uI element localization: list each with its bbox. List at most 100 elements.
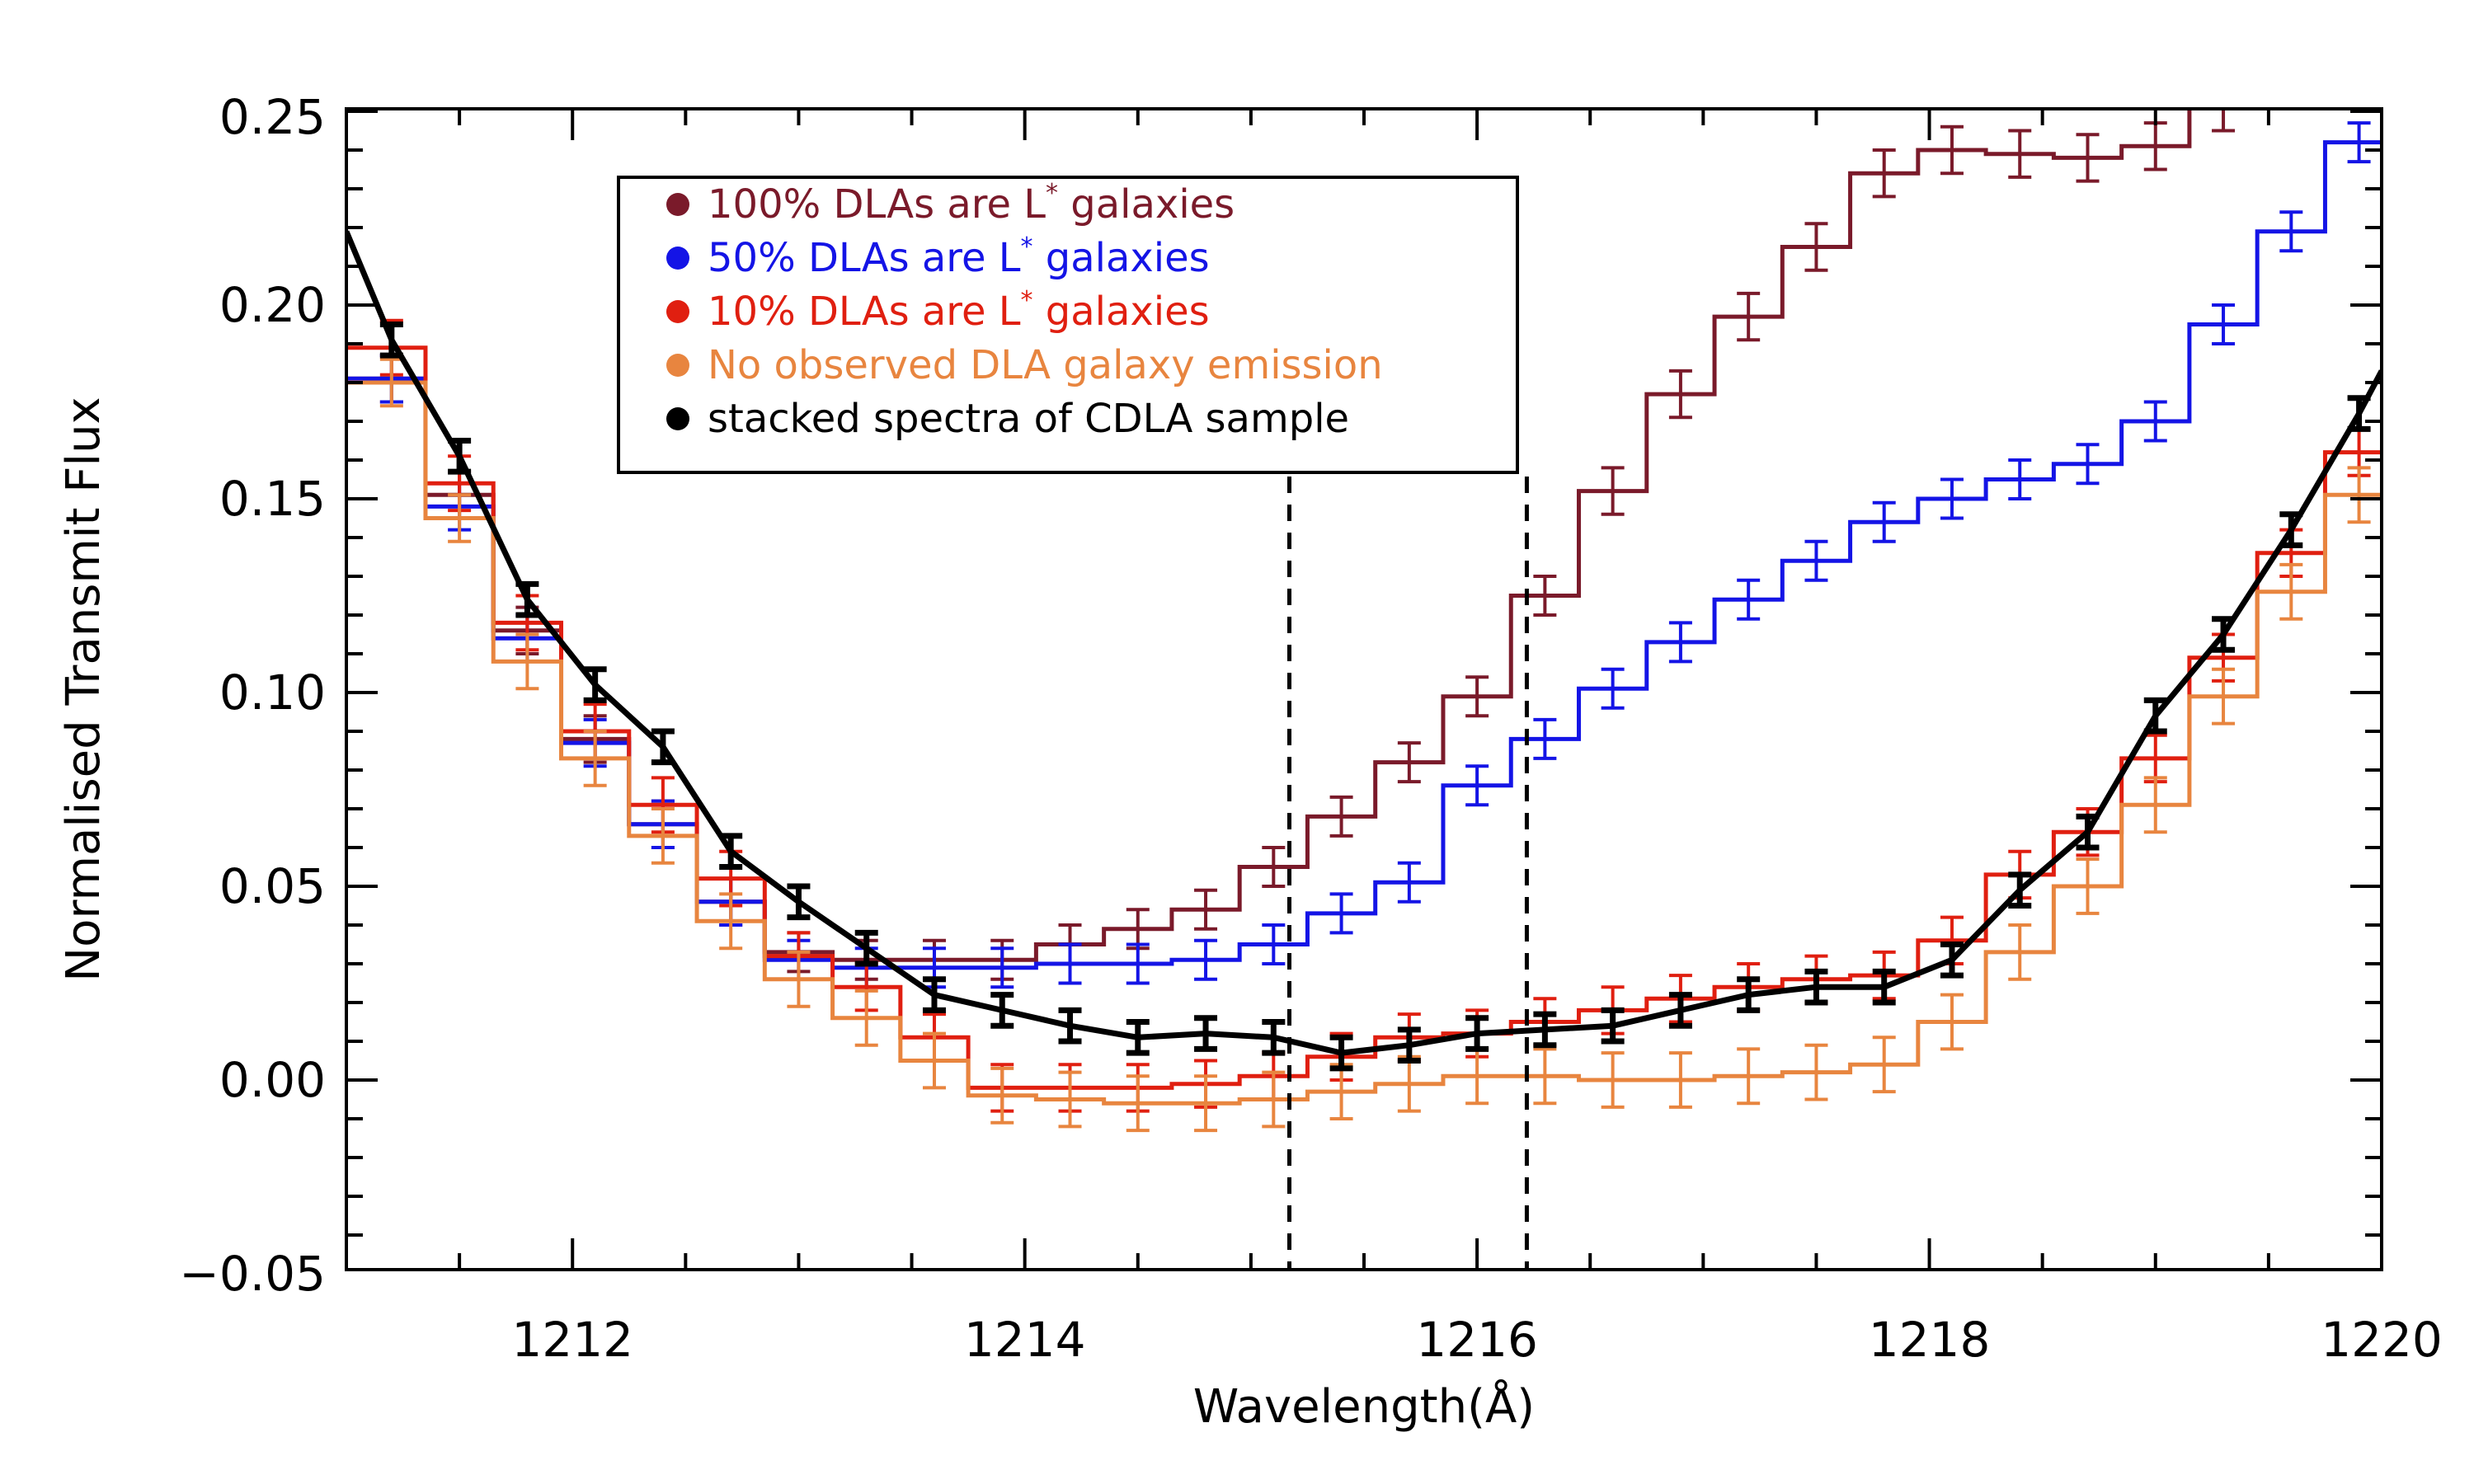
legend-item: 50% DLAs are L* galaxies: [666, 232, 1210, 281]
x-tick-label: 1216: [1416, 1312, 1538, 1368]
error-bar: [1533, 717, 1557, 760]
error-bar: [1194, 1074, 1218, 1133]
error-bar: [379, 357, 403, 408]
error-bar: [1804, 222, 1828, 272]
error-bar: [515, 580, 539, 618]
error-bar: [2008, 923, 2032, 981]
error-bar: [1533, 1047, 1557, 1106]
error-bar: [1533, 575, 1557, 617]
legend-marker: [666, 247, 689, 270]
error-bar: [1601, 667, 1625, 710]
error-bar: [2347, 395, 2371, 432]
error-bar: [583, 666, 607, 703]
error-bar: [1872, 968, 1896, 1006]
legend-label-tail: galaxies: [1032, 289, 1209, 335]
error-bar: [1058, 942, 1082, 985]
legend-label-tail: galaxies: [1032, 235, 1209, 281]
error-bar: [1668, 369, 1692, 420]
legend-item: No observed DLA galaxy emission: [666, 342, 1383, 388]
legend-label: 10% DLAs are L* galaxies: [708, 286, 1210, 335]
x-axis-label: Wavelength(Å): [1193, 1379, 1535, 1434]
error-bar: [2076, 857, 2100, 915]
legend-label-main: stacked spectra of CDLA sample: [708, 396, 1349, 442]
error-bar: [1194, 1015, 1218, 1052]
error-bar: [787, 950, 811, 1008]
error-bar: [1804, 968, 1828, 1006]
error-bar: [2212, 616, 2236, 653]
error-bar: [1668, 1051, 1692, 1109]
error-bar: [2076, 133, 2100, 183]
error-bar: [1533, 1011, 1557, 1049]
legend-box: [617, 176, 1519, 474]
error-bar: [2212, 667, 2236, 726]
error-bar: [1465, 1015, 1489, 1052]
error-bar: [2076, 813, 2100, 851]
error-bar: [719, 892, 743, 951]
legend-label-superscript: *: [1020, 286, 1032, 315]
error-bar: [1940, 477, 1964, 520]
y-tick-label: 0.20: [219, 277, 326, 333]
error-bar: [515, 632, 539, 691]
error-bar: [2279, 511, 2303, 548]
legend-label: stacked spectra of CDLA sample: [708, 396, 1349, 442]
error-bar: [2347, 466, 2371, 524]
error-bar: [1940, 124, 1964, 176]
error-bar: [1329, 795, 1353, 838]
error-bar: [1194, 938, 1218, 981]
legend-label-tail: galaxies: [1058, 181, 1235, 228]
error-bar: [854, 989, 878, 1047]
legend-marker: [666, 354, 689, 377]
error-bar: [1397, 1026, 1421, 1064]
y-tick-labels: −0.05 0.00 0.05 0.10 0.15 0.20: [179, 277, 326, 1302]
y-tick-label: 0.05: [219, 858, 326, 914]
error-bar: [1058, 1070, 1082, 1129]
legend-label: 50% DLAs are L* galaxies: [708, 232, 1210, 281]
error-bar: [1601, 466, 1625, 516]
error-bar: [719, 833, 743, 870]
error-bar: [1126, 1074, 1150, 1133]
error-bar: [1668, 992, 1692, 1029]
error-bar: [787, 883, 811, 921]
legend-item: stacked spectra of CDLA sample: [666, 396, 1349, 442]
error-bar: [1194, 888, 1218, 931]
x-tick-label: 1220: [2321, 1312, 2443, 1368]
error-bar: [1397, 861, 1421, 904]
legend-label-superscript: *: [1020, 232, 1032, 261]
error-bar: [1465, 764, 1489, 807]
x-tick-labels: 1212 1214 1216 1218 1220: [511, 1312, 2442, 1368]
error-bar: [2212, 303, 2236, 345]
error-bar: [1601, 1051, 1625, 1109]
error-bar: [2279, 562, 2303, 621]
x-tick-label: 1218: [1869, 1312, 1991, 1368]
error-bar: [2143, 776, 2167, 834]
error-bar: [448, 438, 472, 475]
error-bar: [1872, 1036, 1896, 1094]
error-bar: [379, 322, 403, 359]
y-tick-label: 0.15: [219, 471, 326, 527]
error-bar: [1668, 621, 1692, 664]
legend-label-superscript: *: [1046, 179, 1058, 208]
error-bar: [922, 1031, 946, 1090]
error-bar: [922, 976, 946, 1013]
legend-label: 100% DLAs are L* galaxies: [708, 179, 1235, 228]
tick-layer: [345, 109, 2383, 1270]
legend-label: No observed DLA galaxy emission: [708, 342, 1383, 388]
error-bar: [1940, 993, 1964, 1051]
y-tick-label: −0.05: [179, 1246, 326, 1302]
legend-label-main: No observed DLA galaxy emission: [708, 342, 1383, 388]
error-bar: [1262, 923, 1286, 965]
series-step-line: [346, 380, 2382, 1106]
series-3: [346, 357, 2382, 1133]
error-bar: [1329, 1034, 1353, 1072]
series-layer: [346, 109, 2382, 1133]
error-bar: [2008, 129, 2032, 179]
error-bar: [990, 946, 1014, 989]
error-bar: [2143, 400, 2167, 443]
error-bar: [990, 992, 1014, 1029]
error-bar: [2008, 458, 2032, 500]
error-bar: [854, 929, 878, 967]
legend-marker: [666, 300, 689, 323]
legend-label-main: 10% DLAs are L: [708, 289, 1021, 335]
